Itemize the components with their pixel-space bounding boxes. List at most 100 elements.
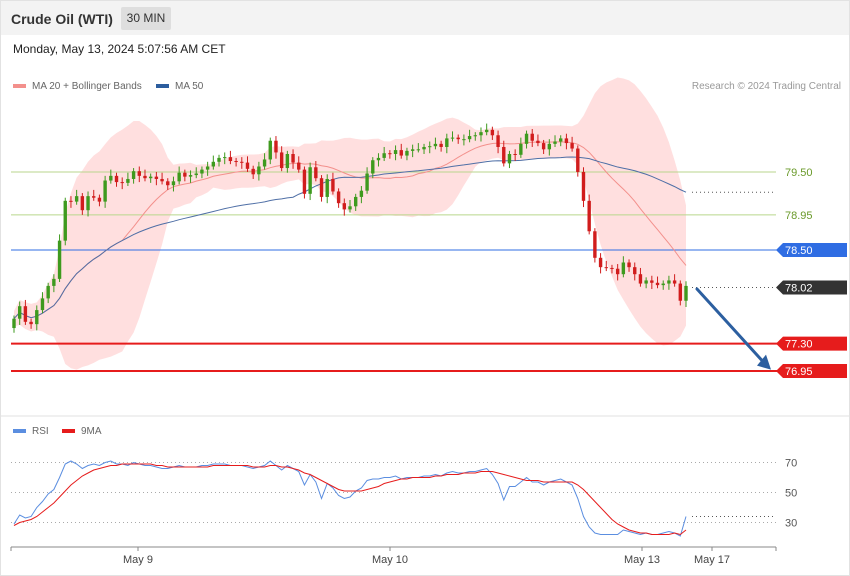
candle-body: [433, 143, 438, 147]
candle-body: [297, 162, 301, 170]
candle-body: [97, 197, 102, 202]
candle-body: [450, 137, 455, 139]
candle-body: [336, 191, 341, 204]
candle-body: [530, 133, 534, 141]
candle-body: [291, 154, 295, 163]
candle-body: [171, 181, 176, 186]
candle-body: [672, 280, 677, 284]
candle-body: [496, 135, 500, 147]
candle-body: [319, 178, 324, 197]
rsi-tick-label: 30: [785, 518, 797, 530]
candle-body: [137, 171, 141, 176]
candle-body: [274, 140, 278, 153]
candle-body: [490, 129, 495, 136]
candle-body: [302, 169, 307, 194]
candle-body: [610, 267, 614, 269]
rsi-swatch: [13, 429, 26, 434]
level-label-76.95: 76.95: [785, 366, 813, 378]
candle-body: [86, 196, 90, 211]
candle-body: [559, 138, 563, 142]
candle-body: [57, 240, 62, 279]
candle-body: [422, 146, 426, 150]
candle-body: [473, 135, 477, 137]
candle-body: [126, 178, 130, 183]
instrument-title: Crude Oil (WTI): [11, 11, 113, 27]
candle-body: [148, 176, 153, 179]
candle-body: [348, 206, 352, 210]
candle-body: [382, 153, 386, 158]
candle-body: [650, 280, 654, 283]
level-label-78.02: 78.02: [785, 282, 813, 294]
x-tick-label: May 17: [694, 554, 730, 566]
candle-body: [342, 203, 347, 210]
candle-body: [245, 162, 250, 169]
timestamp: Monday, May 13, 2024 5:07:56 AM CET: [13, 42, 226, 56]
legend-ma20: MA 20 + Bollinger Bands: [13, 81, 142, 92]
level-label-79.50: 79.50: [785, 167, 813, 179]
candle-body: [604, 267, 608, 269]
candle-body: [285, 154, 290, 169]
candle-body: [388, 153, 392, 155]
candle-body: [644, 280, 648, 284]
chart-header: Crude Oil (WTI) 30 MIN: [1, 1, 849, 35]
candle-body: [279, 152, 284, 169]
candle-body: [655, 282, 660, 286]
candle-body: [376, 157, 381, 161]
level-label-78.95: 78.95: [785, 210, 813, 222]
candle-body: [325, 178, 329, 197]
candle-body: [678, 283, 683, 301]
candle-body: [114, 175, 119, 183]
x-tick-label: May 13: [624, 554, 660, 566]
candle-body: [143, 175, 147, 179]
candle-body: [365, 173, 369, 191]
candle-body: [120, 182, 124, 184]
candle-body: [587, 200, 591, 232]
bollinger-band: [14, 77, 686, 370]
candle-body: [405, 150, 409, 156]
candle-body: [519, 143, 523, 155]
candle-body: [268, 140, 272, 160]
timeframe-badge[interactable]: 30 MIN: [121, 7, 171, 30]
candle-body: [331, 178, 335, 192]
candle-body: [217, 157, 221, 162]
candle-body: [194, 173, 198, 176]
credit-text: Research © 2024 Trading Central: [691, 81, 841, 92]
candle-body: [200, 169, 204, 174]
rsi-tick-label: 50: [785, 488, 797, 500]
candle-body: [131, 171, 136, 179]
candle-body: [598, 257, 603, 268]
candle-body: [92, 196, 96, 198]
candle-body: [467, 136, 472, 140]
candle-body: [541, 143, 546, 150]
candle-body: [353, 196, 358, 207]
legend-rsi-ma-label: 9MA: [81, 426, 102, 437]
legend-ma50: MA 50: [156, 81, 203, 92]
legend-ma20-label: MA 20 + Bollinger Bands: [32, 81, 142, 92]
candle-body: [80, 196, 85, 211]
ma20-swatch: [13, 84, 26, 89]
candle-body: [576, 148, 580, 172]
candle-body: [29, 321, 33, 325]
candle-body: [547, 143, 552, 150]
level-label-78.50: 78.50: [785, 245, 813, 257]
candle-body: [308, 167, 312, 194]
candle-body: [456, 137, 460, 140]
candle-body: [484, 129, 489, 133]
candle-body: [35, 310, 39, 325]
candle-body: [223, 157, 227, 159]
legend-rsi: RSI: [13, 426, 49, 437]
candle-body: [371, 160, 375, 174]
candle-body: [46, 285, 50, 299]
candle-body: [160, 178, 164, 182]
candle-body: [564, 138, 569, 144]
candle-body: [507, 154, 512, 164]
legend-rsi-label: RSI: [32, 426, 49, 437]
candle-body: [188, 175, 193, 177]
candle-body: [257, 166, 261, 175]
candle-body: [524, 133, 529, 144]
candle-body: [393, 150, 398, 154]
candle-body: [593, 231, 597, 258]
rsi-tick-label: 70: [785, 458, 797, 470]
rsi-ma-swatch: [62, 429, 75, 434]
